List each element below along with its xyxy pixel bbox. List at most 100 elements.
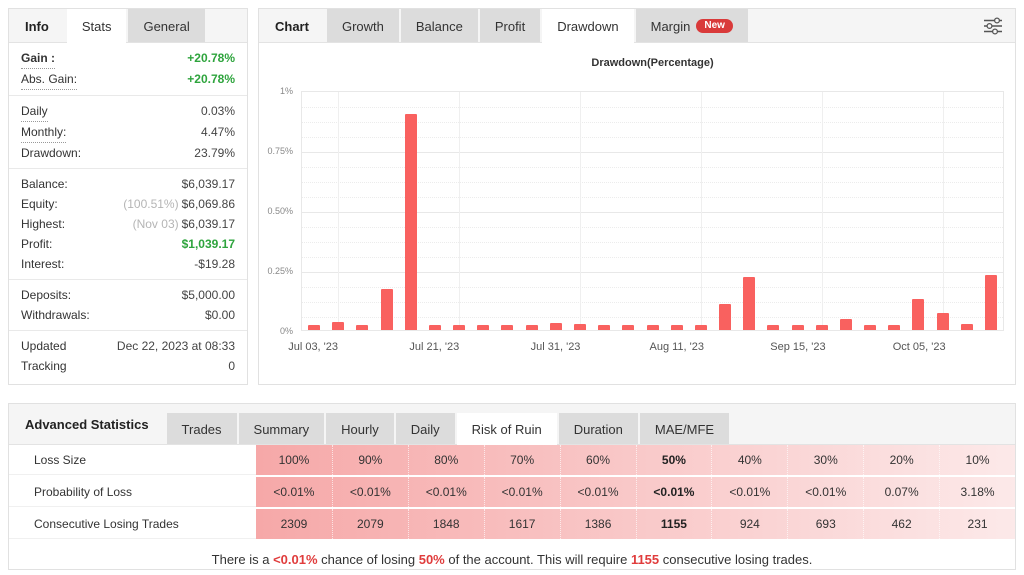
- drawdown-bar[interactable]: [549, 323, 562, 330]
- table-cell: <0.01%: [273, 485, 315, 499]
- table-cell: <0.01%: [635, 477, 712, 507]
- stat-value-abs-gain: +20.78%: [187, 72, 235, 86]
- table-cell: 80%: [407, 445, 484, 475]
- x-axis-label: Sep 15, '23: [770, 341, 826, 353]
- drawdown-bar[interactable]: [694, 325, 707, 330]
- table-cell: <0.01%: [711, 477, 787, 507]
- stat-label-gain[interactable]: Gain :: [21, 48, 56, 69]
- drawdown-bar[interactable]: [984, 275, 997, 330]
- table-cell: 1386: [559, 509, 636, 539]
- drawdown-bar[interactable]: [356, 325, 369, 330]
- stat-value-gain: +20.78%: [187, 51, 235, 65]
- tab-balance[interactable]: Balance: [400, 9, 478, 43]
- drawdown-bar[interactable]: [839, 319, 852, 330]
- x-axis-label: Jul 21, '23: [409, 341, 460, 353]
- drawdown-bar[interactable]: [501, 325, 514, 330]
- sliders-icon: [984, 17, 1002, 35]
- table-row-probability-of-loss: Probability of Loss <0.01% <0.01% <0.01% <0.…: [9, 477, 1015, 507]
- advanced-statistics-tabs: Advanced Statistics Trades Summary Hourly Da…: [9, 404, 1015, 445]
- drawdown-bar[interactable]: [428, 325, 441, 330]
- drawdown-bar[interactable]: [308, 325, 321, 330]
- tab-hourly[interactable]: Hourly: [326, 413, 394, 445]
- stat-value-daily: 0.03%: [200, 104, 235, 118]
- drawdown-bar[interactable]: [380, 289, 393, 330]
- table-cell: 10%: [939, 445, 1015, 475]
- stat-value-highest: (Nov 03) $6,039.17: [132, 217, 235, 231]
- drawdown-bar[interactable]: [864, 325, 877, 330]
- drawdown-bar[interactable]: [888, 325, 901, 330]
- stat-row-balance: Balance: $6,039.17: [9, 174, 247, 194]
- tab-label: Duration: [573, 421, 623, 437]
- stat-group: Updated Dec 22, 2023 at 08:33 Tracking 0: [9, 331, 247, 381]
- drawdown-bar[interactable]: [912, 299, 925, 330]
- drawdown-bar[interactable]: [598, 325, 611, 330]
- stat-label-monthly[interactable]: Monthly:: [21, 122, 67, 143]
- tab-general[interactable]: General: [128, 9, 205, 43]
- drawdown-bar[interactable]: [622, 325, 635, 330]
- x-axis: Jul 03, '23 Jul 21, '23 Jul 31, '23 Aug 11,…: [288, 341, 1004, 359]
- stat-group: Balance: $6,039.17 Equity: (100.51%) $6,069.…: [9, 169, 247, 280]
- table-cell: 100%: [278, 453, 310, 467]
- note-highlight: 50%: [418, 552, 445, 567]
- stats-list: Gain : +20.78% Abs. Gain: +20.78% Daily 0.03%…: [9, 43, 247, 381]
- x-axis-label: Jul 31, '23: [530, 341, 581, 353]
- stat-row-gain: Gain : +20.78%: [9, 48, 247, 69]
- drawdown-bar[interactable]: [815, 325, 828, 330]
- drawdown-bar[interactable]: [332, 322, 345, 330]
- drawdown-bar[interactable]: [453, 325, 466, 330]
- stat-label-abs-gain[interactable]: Abs. Gain:: [21, 69, 78, 90]
- tab-margin[interactable]: Margin New: [635, 9, 748, 43]
- minor-gridline: [302, 242, 1003, 243]
- drawdown-bar[interactable]: [573, 324, 586, 330]
- table-row-consecutive-losing-trades: Consecutive Losing Trades 2309 2079 1848 161…: [9, 509, 1015, 539]
- tab-daily[interactable]: Daily: [395, 413, 455, 445]
- note-highlight: 1155: [630, 552, 660, 567]
- panel-title-info[interactable]: Info: [9, 9, 65, 43]
- new-badge: New: [696, 19, 733, 33]
- drawdown-bar[interactable]: [670, 325, 683, 330]
- drawdown-bar[interactable]: [719, 304, 732, 330]
- stat-row-abs-gain: Abs. Gain: +20.78%: [9, 69, 247, 90]
- tab-stats[interactable]: Stats: [66, 9, 127, 43]
- drawdown-bar[interactable]: [791, 325, 804, 330]
- tab-profit[interactable]: Profit: [479, 9, 541, 43]
- tab-mae-mfe[interactable]: MAE/MFE: [639, 413, 730, 445]
- tab-growth[interactable]: Growth: [326, 9, 399, 43]
- drawdown-bar[interactable]: [646, 325, 659, 330]
- drawdown-bar[interactable]: [477, 325, 490, 330]
- drawdown-bar[interactable]: [743, 277, 756, 330]
- table-cell: <0.01%: [787, 477, 863, 507]
- stat-group: Deposits: $5,000.00 Withdrawals: $0.00: [9, 280, 247, 331]
- tab-risk-of-ruin[interactable]: Risk of Ruin: [456, 413, 557, 445]
- stat-label-drawdown: Drawdown:: [21, 146, 82, 160]
- chart-panel-tabs: Chart Growth Balance Profit Drawdown Margin Ne…: [259, 9, 1015, 43]
- chart-settings-button[interactable]: [983, 17, 1003, 35]
- tab-drawdown[interactable]: Drawdown: [542, 9, 634, 43]
- y-axis-label: 0.50%: [267, 206, 293, 216]
- tab-label: Trades: [181, 421, 222, 437]
- panel-title-advanced-statistics: Advanced Statistics: [9, 404, 165, 445]
- note-text: chance of losing: [317, 552, 419, 567]
- panel-title-chart[interactable]: Chart: [259, 9, 325, 43]
- tab-duration[interactable]: Duration: [558, 413, 638, 445]
- risk-of-ruin-table: Loss Size 100% 90% 80% 70% 60% 50% 40% 30% 20% 10%…: [9, 445, 1015, 539]
- stat-row-tracking: Tracking 0: [9, 356, 247, 376]
- stat-label-profit: Profit:: [21, 237, 53, 251]
- tab-trades[interactable]: Trades: [166, 413, 237, 445]
- minor-gridline: [302, 182, 1003, 183]
- stat-label-deposits: Deposits:: [21, 288, 72, 302]
- note-highlight: <0.01%: [273, 552, 318, 567]
- drawdown-bar[interactable]: [767, 325, 780, 330]
- stat-label-daily[interactable]: Daily: [21, 101, 48, 122]
- major-gridline: [302, 272, 1003, 273]
- stat-value-equity: (100.51%) $6,069.86: [123, 197, 235, 211]
- minor-gridline: [302, 227, 1003, 228]
- drawdown-bar[interactable]: [404, 114, 417, 330]
- drawdown-bar[interactable]: [936, 313, 949, 330]
- stat-label-updated: Updated: [21, 339, 67, 353]
- stat-label-highest: Highest:: [21, 217, 66, 231]
- tab-summary[interactable]: Summary: [238, 413, 325, 445]
- stat-group: Gain : +20.78% Abs. Gain: +20.78%: [9, 43, 247, 96]
- drawdown-bar[interactable]: [525, 325, 538, 330]
- drawdown-bar[interactable]: [960, 324, 973, 330]
